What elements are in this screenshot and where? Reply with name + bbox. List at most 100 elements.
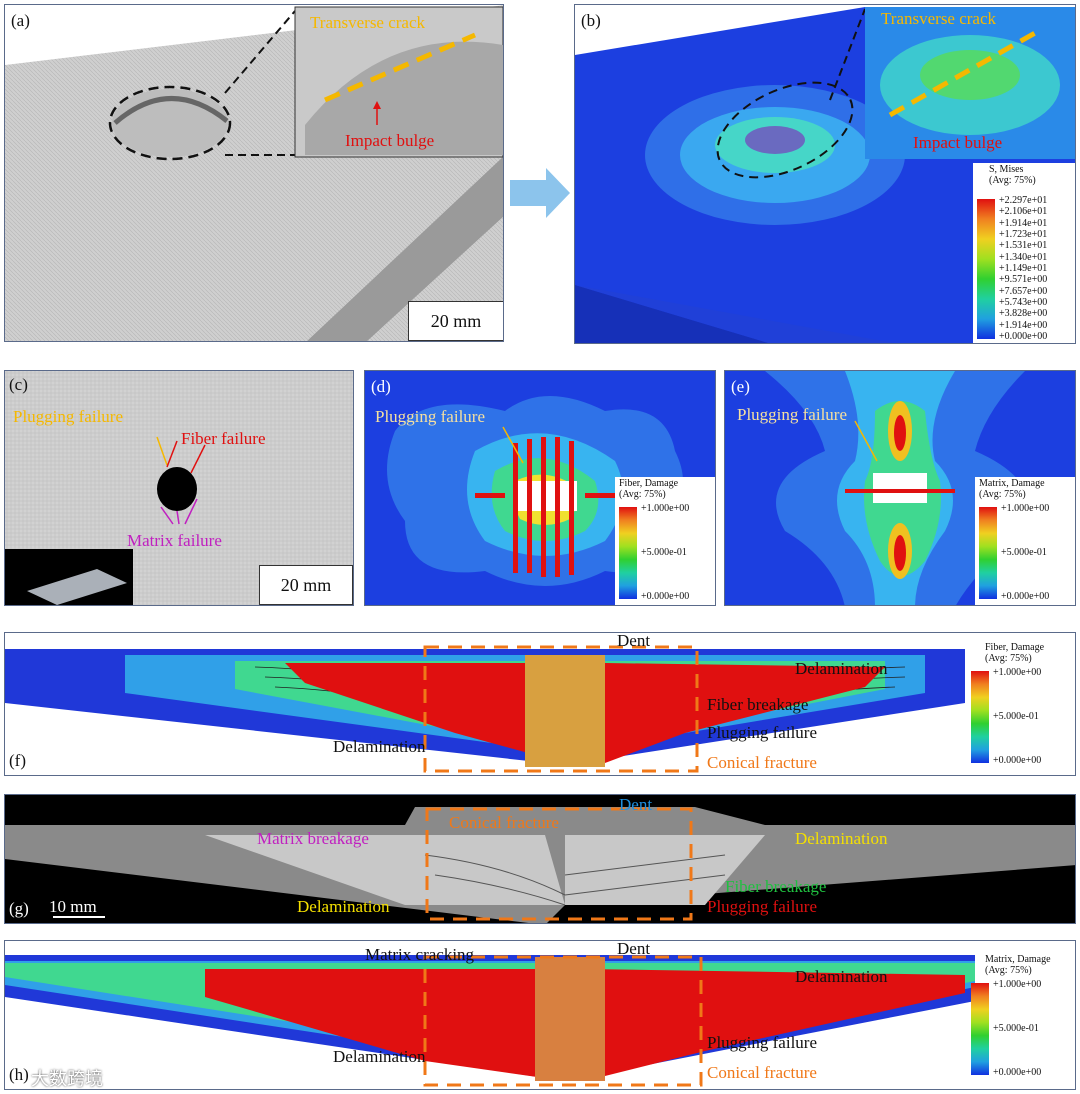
legend-subtitle: (Avg: 75%) (985, 653, 1032, 664)
legend-tick-label: +2.106e+01 (999, 206, 1048, 218)
panel-h-label: (h) (9, 1065, 29, 1084)
panel-e-label: (e) (731, 377, 750, 396)
legend-tick-label: +1.000e+00 (993, 979, 1042, 990)
panel-g-label: (g) (9, 899, 29, 918)
legend-subtitle: (Avg: 75%) (619, 489, 666, 500)
plugging-failure-label: Plugging failure (737, 405, 848, 424)
legend-title: Matrix, Damage (985, 954, 1051, 965)
watermark: 大数跨境 (31, 1069, 103, 1090)
panel-c-label: (c) (9, 375, 28, 394)
panel-c: (c) Plugging failure Fiber failure Matri… (4, 370, 354, 606)
panel-d: (d) Plugging failure Fiber, Damage (Avg:… (364, 370, 716, 606)
legend-tick-label: +1.000e+00 (1001, 503, 1050, 514)
panel-h: (h) Matrix cracking Dent Delamination De… (4, 940, 1076, 1090)
scale-label: 10 mm (49, 897, 97, 916)
panel-f: (f) Dent Delamination Fiber breakage Plu… (4, 632, 1076, 776)
legend-colorbar (971, 983, 989, 1075)
fiber-damage-legend: Fiber, Damage (Avg: 75%) +1.000e+00 +5.00… (619, 479, 715, 605)
panel-a: (a) Transverse crack Impact bulge 20 mm (4, 4, 504, 342)
legend-colorbar (979, 507, 997, 599)
legend-tick-label: +7.657e+00 (999, 285, 1048, 297)
delamination-right-label: Delamination (795, 967, 888, 986)
legend-tick-label: +1.531e+01 (999, 240, 1048, 252)
delamination-left-label: Delamination (333, 1047, 426, 1066)
plugging-failure-label: Plugging failure (707, 1033, 818, 1052)
scale-bar: 20 mm (408, 301, 503, 341)
legend-tick-label: +1.149e+01 (999, 263, 1048, 274)
legend-tick-label: +5.000e-01 (993, 1023, 1039, 1034)
legend-tick-label: +3.828e+00 (999, 308, 1048, 320)
panel-b-label: (b) (581, 11, 601, 30)
delamination-left-label: Delamination (297, 897, 390, 916)
legend-title: Fiber, Damage (619, 478, 679, 489)
legend-tick-label: +9.571e+00 (999, 274, 1048, 286)
delamination-right-label: Delamination (795, 829, 888, 848)
legend-subtitle: (Avg: 75%) (979, 489, 1026, 500)
conical-fracture-label: Conical fracture (707, 753, 817, 772)
legend-tick-label: +5.000e-01 (641, 547, 687, 558)
legend-tick-label: +1.000e+00 (993, 667, 1042, 678)
panel-a-label: (a) (11, 11, 30, 30)
conical-fracture-label: Conical fracture (707, 1063, 817, 1082)
legend-tick-label: +5.743e+00 (999, 297, 1048, 308)
panel-f-image (5, 645, 965, 773)
delamination-right-label: Delamination (795, 659, 888, 678)
plugging-failure-label: Plugging failure (13, 407, 124, 426)
legend-tick-label: +1.340e+01 (999, 251, 1048, 263)
legend-subtitle: (Avg: 75%) (989, 175, 1036, 186)
plugging-failure-label: Plugging failure (707, 897, 818, 916)
fiber-failure-label: Fiber failure (181, 429, 266, 448)
panel-d-label: (d) (371, 377, 391, 396)
legend-title: Fiber, Damage (985, 642, 1045, 653)
legend-title: Matrix, Damage (979, 478, 1045, 489)
delamination-left-label: Delamination (333, 737, 426, 756)
conical-fracture-label: Conical fracture (449, 813, 559, 832)
legend-tick-label: +1.914e+01 (999, 217, 1048, 229)
transverse-crack-label: Transverse crack (881, 9, 997, 28)
impact-bulge-label: Impact bulge (345, 131, 435, 150)
panel-d-image (387, 396, 683, 586)
legend-tick-label: +0.000e+00 (993, 755, 1042, 766)
mises-legend: S, Mises (Avg: 75%) +2.297e+01 +2.106e+01… (977, 164, 1075, 343)
panel-g-image (5, 807, 1075, 923)
panel-b-image (575, 7, 1075, 343)
arrow-right-icon (510, 168, 570, 218)
panel-f-label: (f) (9, 751, 26, 770)
legend-tick-label: +0.000e+00 (1001, 591, 1050, 602)
legend-tick-label: +1.914e+00 (999, 319, 1048, 331)
legend-tick-label: +0.000e+00 (999, 331, 1048, 342)
legend-tick-label: +5.000e-01 (993, 711, 1039, 722)
legend-colorbar (971, 671, 989, 763)
legend-title: S, Mises (989, 164, 1024, 175)
legend-subtitle: (Avg: 75%) (985, 965, 1032, 976)
scale-bar: 20 mm (259, 565, 353, 605)
legend-tick-label: +5.000e-01 (1001, 547, 1047, 558)
dent-label: Dent (617, 632, 651, 650)
transverse-crack-label: Transverse crack (310, 13, 426, 32)
panel-h-image (5, 955, 975, 1087)
legend-colorbar (619, 507, 637, 599)
fiber-damage-legend: Fiber, Damage (Avg: 75%) +1.000e+00 +5.00… (971, 643, 1075, 773)
matrix-damage-legend: Matrix, Damage (Avg: 75%) +1.000e+00 +5.0… (979, 479, 1075, 605)
matrix-failure-label: Matrix failure (127, 531, 222, 550)
legend-tick-label: +0.000e+00 (641, 591, 690, 602)
panel-a-image (5, 5, 503, 341)
legend-tick-label: +2.297e+01 (999, 195, 1048, 206)
fiber-breakage-label: Fiber breakage (725, 877, 827, 896)
dent-label: Dent (617, 940, 651, 958)
matrix-damage-legend: Matrix, Damage (Avg: 75%) +1.000e+00 +5.0… (971, 955, 1075, 1085)
impact-bulge-label: Impact bulge (913, 133, 1003, 152)
panel-e: (e) Plugging failure Matrix, Damage (Avg… (724, 370, 1076, 606)
dent-label: Dent (619, 795, 653, 814)
legend-tick-label: +0.000e+00 (993, 1067, 1042, 1078)
legend-colorbar (977, 199, 995, 339)
panel-e-image (765, 371, 1030, 605)
plugging-failure-label: Plugging failure (707, 723, 818, 742)
matrix-breakage-label: Matrix breakage (257, 829, 369, 848)
panel-b: (b) Transverse crack Impact bulge S, Mis… (574, 4, 1076, 344)
legend-tick-label: +1.000e+00 (641, 503, 690, 514)
matrix-cracking-label: Matrix cracking (365, 945, 475, 964)
fiber-breakage-label: Fiber breakage (707, 695, 809, 714)
legend-tick-label: +1.723e+01 (999, 229, 1048, 240)
plugging-failure-label: Plugging failure (375, 407, 486, 426)
